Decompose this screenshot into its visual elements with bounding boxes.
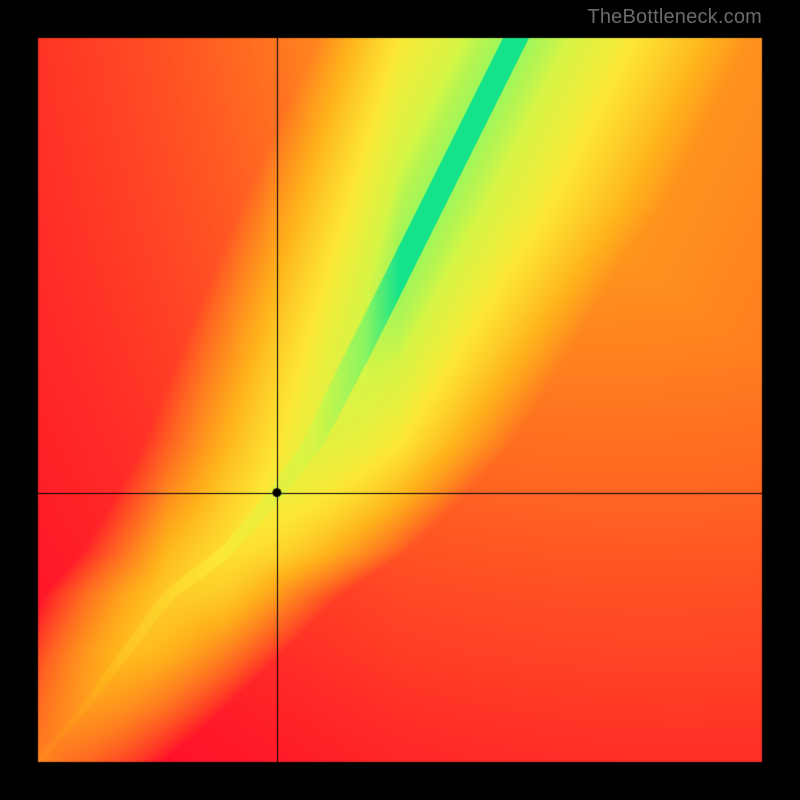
watermark-label: TheBottleneck.com: [587, 6, 762, 29]
bottleneck-heatmap: [0, 0, 800, 800]
